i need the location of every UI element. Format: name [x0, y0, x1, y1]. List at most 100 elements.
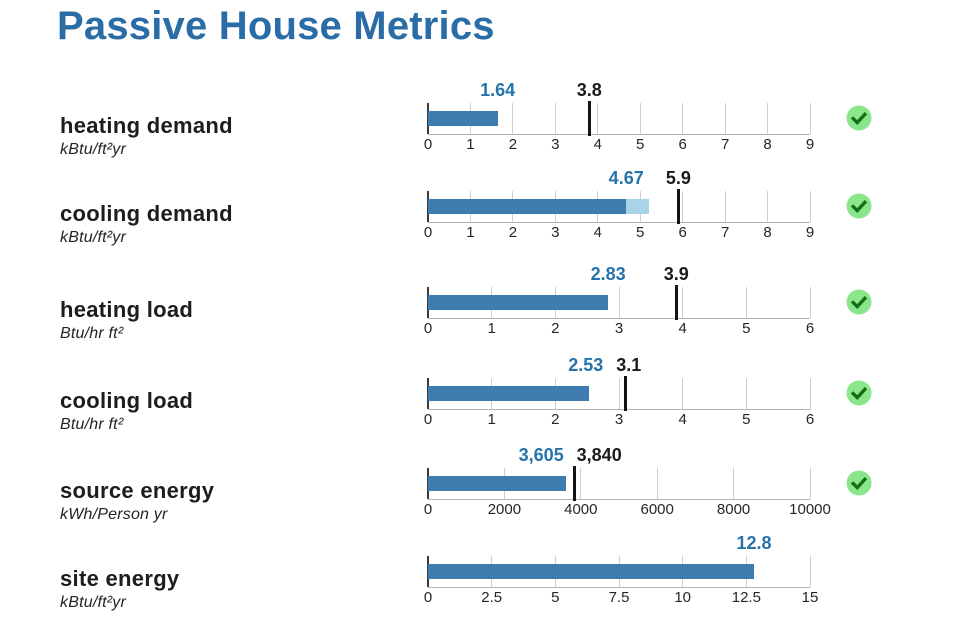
- axis-ticks: 0 1 2 3 4 5 6 7 8 9: [424, 224, 814, 244]
- tick-label: 5: [636, 224, 645, 241]
- value-labels: 3,605 3,840: [428, 444, 810, 468]
- gridline: [554, 103, 556, 134]
- metric-name: heating load: [60, 297, 194, 322]
- metric-chart: 1.64 3.8 0 1 2 3 4 5 6 7 8 9: [424, 79, 814, 155]
- tick-label: 4: [593, 136, 602, 153]
- value-label: 3,605: [518, 445, 564, 465]
- metric-name: source energy: [60, 478, 215, 503]
- metric-label-block: source energy kWh/Person yr: [60, 478, 400, 526]
- limit-marker: [587, 101, 591, 136]
- tick-label: 4: [593, 224, 602, 241]
- tick-label: 3: [614, 320, 624, 337]
- metric-row-cooling-load: cooling load Btu/hr ft² 2.53 3.1 0 1 2 3 4 5 6: [0, 354, 960, 436]
- metric-unit: Btu/hr ft²: [60, 416, 124, 433]
- axis-grid: [427, 285, 811, 320]
- tick-label: 5: [551, 589, 560, 606]
- gridline: [682, 103, 684, 134]
- gridline: [724, 103, 726, 134]
- tick-label: 9: [805, 136, 815, 153]
- tick-label: 7: [720, 224, 730, 241]
- gridline: [682, 378, 684, 409]
- metric-unit: kBtu/ft²yr: [60, 141, 127, 158]
- check-circle-icon: [846, 105, 872, 131]
- tick-label: 7: [720, 136, 730, 153]
- metric-row-heating-demand: heating demand kBtu/ft²yr 1.64 3.8 0 1 2 3 4 5…: [0, 79, 960, 161]
- metric-chart: 4.67 5.9 0 1 2 3 4 5 6 7 8 9: [424, 167, 814, 244]
- metric-name: site energy: [60, 566, 180, 591]
- metric-row-site-energy: site energy kBtu/ft²yr 12.8 0 2.5 5 7.5 10 12…: [0, 532, 960, 614]
- tick-label: 12.5: [731, 589, 761, 606]
- page-title: Passive House Metrics: [57, 4, 495, 48]
- gridline: [639, 103, 641, 134]
- tick-label: 2000: [487, 501, 522, 518]
- tick-label: 0: [423, 224, 433, 241]
- tick-label: 4: [678, 320, 687, 337]
- check-circle-icon: [846, 193, 872, 219]
- axis-ticks: 0 1 2 3 4 5 6: [424, 320, 814, 340]
- metric-name: cooling load: [60, 388, 194, 413]
- tick-label: 0: [423, 411, 433, 428]
- metric-row-cooling-demand: cooling demand kBtu/ft²yr 4.67 5.9 0 1 2 3 4 5…: [0, 167, 960, 249]
- value-labels: 2.53 3.1: [428, 354, 810, 378]
- value-label: 4.67: [608, 168, 644, 188]
- metric-unit: kBtu/ft²yr: [60, 229, 127, 246]
- gridline: [618, 378, 620, 409]
- metric-label-block: cooling load Btu/hr ft²: [60, 388, 400, 436]
- value-bar: [428, 386, 590, 401]
- metric-label-block: site energy kBtu/ft²yr: [60, 566, 400, 614]
- limit-label: 3,840: [576, 445, 622, 465]
- gridline: [809, 103, 811, 134]
- tick-label: 6: [678, 224, 687, 241]
- axis-grid: [427, 376, 811, 411]
- tick-label: 1: [466, 136, 475, 153]
- metric-chart: 12.8 0 2.5 5 7.5 10 12.5 15: [424, 532, 819, 609]
- gridline: [809, 468, 811, 499]
- tick-label: 5: [636, 136, 645, 153]
- gridline: [809, 556, 811, 587]
- tick-label: 15: [801, 589, 819, 606]
- axis-grid: [427, 189, 811, 224]
- gridline: [809, 378, 811, 409]
- gridline: [618, 287, 620, 318]
- axis-ticks: 0 2.5 5 7.5 10 12.5 15: [424, 589, 819, 609]
- tick-label: 1: [487, 320, 496, 337]
- limit-marker: [676, 189, 680, 224]
- tick-label: 3: [551, 224, 560, 241]
- tick-label: 9: [805, 224, 815, 241]
- value-bar: [428, 111, 498, 126]
- value-bar: [428, 295, 609, 310]
- value-label: 2.53: [568, 355, 604, 375]
- tick-label: 5: [742, 411, 751, 428]
- metric-chart: 2.53 3.1 0 1 2 3 4 5 6: [424, 354, 814, 430]
- metric-label-block: heating load Btu/hr ft²: [60, 297, 400, 345]
- tick-label: 0: [423, 589, 433, 606]
- tick-label: 4000: [564, 501, 598, 518]
- tick-label: 6: [678, 136, 687, 153]
- axis-grid: [427, 556, 811, 588]
- limit-marker: [674, 285, 678, 320]
- value-label: 2.83: [590, 264, 626, 284]
- gridline: [767, 191, 769, 222]
- tick-label: 1: [466, 224, 475, 241]
- check-circle-icon: [846, 289, 872, 315]
- axis-grid: [427, 466, 811, 501]
- value-labels: 4.67 5.9: [428, 167, 810, 191]
- tick-label: 6000: [640, 501, 674, 518]
- tick-label: 0: [423, 320, 433, 337]
- tick-label: 2: [508, 136, 518, 153]
- value-labels: 12.8: [428, 532, 810, 556]
- tick-label: 4: [678, 411, 687, 428]
- metric-unit: kWh/Person yr: [60, 506, 168, 523]
- gridline: [580, 468, 582, 499]
- tick-label: 5: [742, 320, 751, 337]
- gridline: [724, 191, 726, 222]
- metric-unit: Btu/hr ft²: [60, 325, 124, 342]
- tick-label: 10000: [789, 501, 831, 518]
- gridline: [809, 191, 811, 222]
- gridline: [745, 378, 747, 409]
- value-bar-light-segment: [626, 199, 649, 214]
- metric-chart: 2.83 3.9 0 1 2 3 4 5 6: [424, 263, 814, 340]
- value-labels: 2.83 3.9: [428, 263, 810, 287]
- limit-label: 3.9: [663, 264, 689, 284]
